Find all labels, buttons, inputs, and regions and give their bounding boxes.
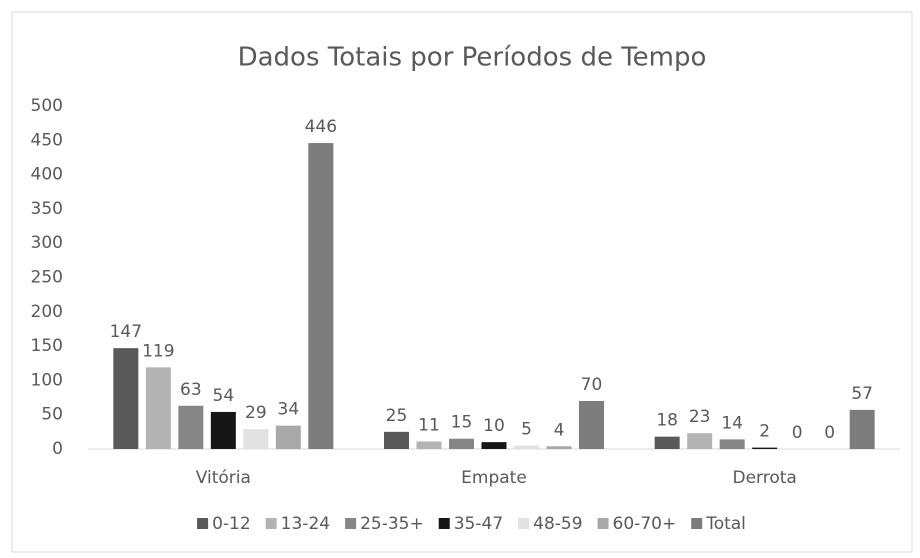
- bar: [546, 446, 572, 449]
- data-label: 2: [759, 422, 770, 442]
- bar: [384, 431, 409, 449]
- y-tick-label: 400: [31, 165, 63, 185]
- bar: [416, 441, 442, 449]
- y-tick-label: 50: [41, 405, 63, 425]
- data-label: 14: [721, 413, 743, 433]
- bar: [449, 438, 474, 449]
- legend-swatch: [265, 518, 277, 529]
- bar: [145, 367, 171, 449]
- chart-border: [11, 11, 913, 553]
- legend-swatch: [438, 518, 450, 529]
- legend-swatch: [691, 518, 703, 529]
- data-label: 0: [824, 423, 835, 443]
- y-tick-label: 350: [31, 199, 63, 219]
- legend-label: Total: [705, 514, 746, 534]
- y-tick-label: 100: [31, 370, 63, 390]
- legend-swatch: [518, 518, 530, 529]
- legend-swatch: [597, 518, 609, 529]
- bar: [654, 436, 680, 449]
- legend-label: 48-59: [533, 514, 582, 534]
- legend-label: 25-35+: [360, 514, 424, 534]
- x-tick-label: Vitória: [196, 468, 251, 488]
- y-tick-label: 500: [31, 96, 63, 116]
- bar: [178, 405, 204, 449]
- bar: [113, 348, 139, 449]
- y-tick-label: 0: [52, 439, 63, 459]
- legend-label: 60-70+: [613, 514, 677, 534]
- bar: [579, 400, 604, 449]
- data-label: 446: [305, 117, 337, 137]
- data-label: 57: [851, 384, 873, 404]
- bar: [514, 445, 539, 449]
- data-label: 10: [483, 416, 505, 436]
- y-tick-label: 200: [31, 302, 63, 322]
- data-label: 15: [451, 413, 473, 433]
- y-tick-label: 300: [31, 233, 63, 253]
- data-label: 70: [581, 375, 603, 395]
- data-label: 119: [142, 341, 174, 361]
- data-label: 4: [554, 420, 565, 440]
- legend-label: 35-47: [454, 514, 503, 534]
- data-label: 23: [689, 407, 711, 427]
- bar: [752, 447, 778, 449]
- data-label: 147: [110, 322, 142, 342]
- y-tick-label: 150: [31, 336, 63, 356]
- x-tick-label: Derrota: [732, 468, 796, 488]
- legend-swatch: [345, 518, 357, 529]
- data-label: 18: [656, 411, 678, 431]
- bar: [210, 411, 236, 449]
- bar: [243, 429, 269, 449]
- bar: [308, 143, 334, 449]
- bar: [481, 442, 507, 449]
- data-label: 34: [278, 400, 300, 420]
- x-tick-label: Empate: [461, 468, 527, 488]
- data-label: 0: [792, 423, 803, 443]
- legend-label: 0-12: [212, 514, 251, 534]
- data-label: 63: [180, 380, 202, 400]
- bar: [687, 433, 713, 449]
- data-label: 11: [418, 415, 440, 435]
- bar: [275, 425, 301, 449]
- legend-label: 13-24: [281, 514, 330, 534]
- y-tick-label: 250: [31, 268, 63, 288]
- data-label: 54: [213, 386, 235, 406]
- data-label: 29: [245, 403, 267, 423]
- legend-swatch: [197, 518, 209, 529]
- bar: [849, 409, 875, 449]
- y-tick-label: 450: [31, 130, 63, 150]
- data-label: 25: [386, 406, 408, 426]
- data-label: 5: [521, 420, 532, 440]
- bar: [719, 439, 745, 449]
- chart-title: Dados Totais por Períodos de Tempo: [238, 43, 707, 73]
